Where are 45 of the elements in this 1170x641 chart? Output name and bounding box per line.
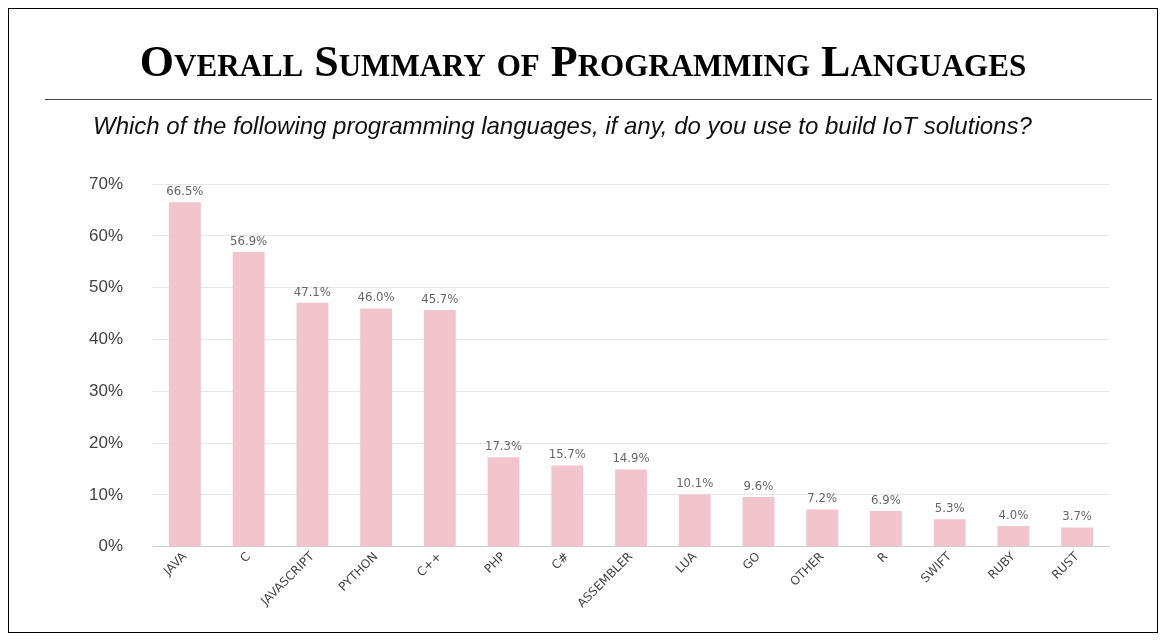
bar [487,457,520,547]
data-label: 15.7% [548,446,586,462]
data-label: 7.2% [807,490,838,506]
data-label: 47.1% [293,283,331,299]
data-label: 4.0% [998,506,1029,522]
bar [742,497,775,547]
bar [551,465,584,547]
y-tick-label: 20% [88,432,124,452]
data-label: 17.3% [484,438,523,454]
y-tick-label: 70% [88,173,124,193]
data-label: 6.9% [871,491,901,507]
y-tick-label: 0% [98,536,124,556]
bar [806,509,839,547]
y-tick-label: 60% [88,225,124,245]
bar [232,252,265,547]
y-tick-label: 50% [88,277,124,297]
x-tick-label: C [237,549,253,566]
data-label: 56.9% [230,232,268,248]
x-tick-label: C# [548,549,572,573]
bar [1061,527,1094,547]
chart-title: Overall Summary of Programming Languages [138,37,1028,87]
bar [997,526,1030,547]
data-label: 3.7% [1062,508,1092,524]
bar [870,511,902,547]
y-tick-label: 10% [88,484,124,504]
data-label: 5.3% [934,500,965,516]
chart-subtitle: Which of the following programming languages, if any, do you use to build IoT solutions? [93,112,1033,140]
bar [423,310,456,547]
data-label: 10.1% [676,475,714,491]
data-label: 46.0% [357,289,395,305]
data-label: 66.5% [166,183,204,199]
x-tick-label: R [874,549,891,566]
data-label: 45.7% [421,290,459,306]
y-tick-label: 30% [88,381,124,401]
bar [933,519,966,547]
bar [168,202,201,547]
bar [615,469,647,547]
bar [296,302,329,547]
bar [678,494,711,547]
data-label: 9.6% [743,477,774,493]
x-tick-label: LUA [672,548,700,576]
data-label: 14.9% [612,450,650,466]
x-tick-label: GO [739,549,763,573]
bar [360,308,393,547]
y-tick-label: 40% [88,329,124,349]
